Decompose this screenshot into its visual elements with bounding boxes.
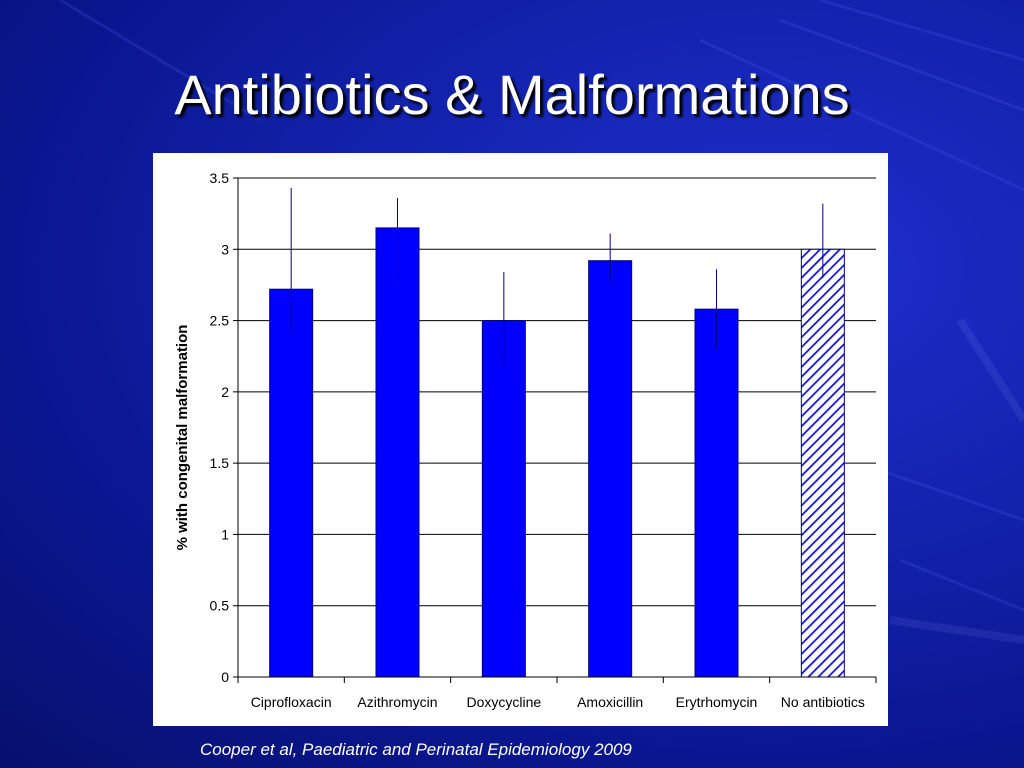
y-tick-label: 0.5 (210, 598, 230, 614)
y-tick-label: 2 (221, 384, 229, 400)
bar-doxycycline (481, 320, 526, 678)
y-tick-label: 3 (221, 241, 229, 257)
bar-chart: 0 0.5 1 1.5 2 2.5 3 3.5 Ciprofloxacin Azithromyci… (174, 170, 877, 710)
y-tick-label: 1.5 (210, 455, 230, 471)
bar-erytrhomycin (694, 308, 739, 678)
x-tick-label: Ciprofloxacin (251, 694, 332, 710)
x-tick-label: Erytrhomycin (676, 694, 758, 710)
bar-amoxicillin (588, 260, 633, 678)
x-tick-label: Azithromycin (357, 694, 437, 710)
y-axis-label: % with congenital malformation (174, 325, 191, 551)
chart-panel: 0 0.5 1 1.5 2 2.5 3 3.5 Ciprofloxacin Azithromyci… (153, 153, 888, 726)
source-caption: Cooper et al, Paediatric and Perinatal E… (200, 740, 632, 759)
bar-no-antibiotics (800, 248, 845, 678)
bar-azithromycin (375, 227, 420, 678)
y-tick-label: 2.5 (210, 313, 230, 329)
x-tick-label: Amoxicillin (577, 694, 643, 710)
y-tick-label: 0 (221, 669, 229, 685)
x-tick-label: No antibiotics (781, 694, 865, 710)
x-tick-label: Doxycycline (466, 694, 541, 710)
slide-title: Antibiotics & Malformations (174, 63, 850, 126)
bar-ciprofloxacin (269, 288, 314, 678)
y-tick-label: 1 (221, 526, 229, 542)
y-tick-label: 3.5 (210, 170, 230, 186)
